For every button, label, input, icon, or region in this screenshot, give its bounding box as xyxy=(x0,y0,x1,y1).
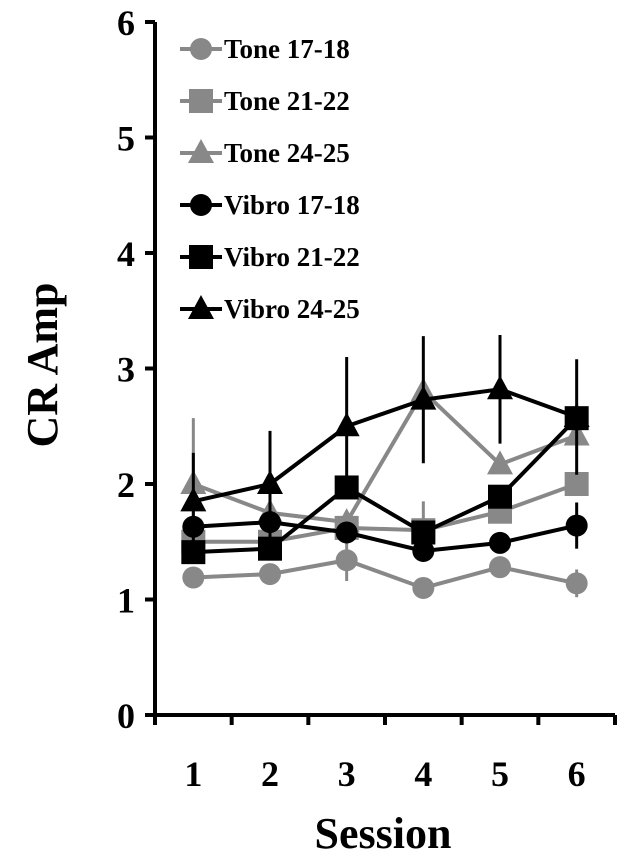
data-point xyxy=(259,563,281,586)
x-tick-label: 4 xyxy=(414,754,432,794)
series-line xyxy=(193,416,579,555)
data-point xyxy=(412,576,435,599)
y-tick-label: 1 xyxy=(117,581,135,621)
data-point xyxy=(411,520,436,545)
series-line xyxy=(192,387,578,504)
data-point xyxy=(564,472,589,496)
legend-marker xyxy=(188,139,214,163)
legend-item: Vibro 17-18 xyxy=(180,190,360,220)
data-point xyxy=(180,487,207,512)
y-tick-label: 4 xyxy=(117,234,135,274)
x-tick-label: 2 xyxy=(261,754,279,794)
data-point xyxy=(489,556,511,579)
x-tick-label: 1 xyxy=(184,754,202,794)
y-tick-label: 2 xyxy=(117,465,135,505)
legend-label: Tone 17-18 xyxy=(224,34,350,64)
legend-label: Tone 24-25 xyxy=(224,138,350,168)
series-vibro-17-18 xyxy=(182,502,588,562)
series-tone-17-18 xyxy=(182,539,588,599)
legend-marker xyxy=(190,194,212,216)
legend-label: Vibro 21-22 xyxy=(224,242,360,272)
x-tick-label: 6 xyxy=(568,754,586,794)
data-point xyxy=(258,536,282,561)
x-tick-label: 3 xyxy=(338,754,356,794)
data-point xyxy=(412,539,435,562)
y-tick-label: 3 xyxy=(117,350,135,390)
series-line xyxy=(192,388,578,525)
data-point xyxy=(333,412,360,437)
legend: Tone 17-18 Tone 21-22 Tone 24-25 Vibro 17-1… xyxy=(180,34,360,324)
y-tick-label: 6 xyxy=(117,3,135,43)
series-line xyxy=(193,558,578,591)
legend-marker xyxy=(190,38,212,60)
data-point xyxy=(489,531,511,554)
series-tone-21-22 xyxy=(181,472,589,560)
legend-item: Tone 21-22 xyxy=(180,86,350,116)
legend-item: Tone 24-25 xyxy=(180,138,350,168)
x-axis-title: Session xyxy=(315,809,452,858)
series-line xyxy=(193,482,578,544)
legend-marker xyxy=(189,245,213,269)
y-axis-title: CR Amp xyxy=(18,282,67,447)
axes: 0 1 2 3 4 5 6 1 2 3 4 5 6 xyxy=(117,3,617,794)
y-tick-label: 5 xyxy=(117,119,135,159)
legend-item: Tone 17-18 xyxy=(180,34,350,64)
series-vibro-24-25 xyxy=(180,335,590,550)
series-layer xyxy=(180,335,590,599)
legend-marker xyxy=(188,295,214,319)
data-point xyxy=(565,514,588,537)
data-point xyxy=(257,470,283,494)
data-point xyxy=(565,572,588,595)
data-point xyxy=(563,403,590,428)
y-tick-label: 0 xyxy=(117,696,135,736)
data-point xyxy=(487,450,513,475)
legend-label: Vibro 24-25 xyxy=(224,294,360,324)
x-tick-label: 5 xyxy=(491,754,509,794)
series-line xyxy=(193,520,578,554)
data-point xyxy=(182,566,205,589)
data-point xyxy=(335,521,358,544)
data-point xyxy=(487,375,513,400)
data-point xyxy=(410,385,437,410)
data-point xyxy=(335,549,358,572)
legend-label: Tone 21-22 xyxy=(224,86,350,116)
legend-item: Vibro 21-22 xyxy=(180,242,360,272)
legend-label: Vibro 17-18 xyxy=(224,190,360,220)
legend-marker xyxy=(189,89,213,113)
legend-item: Vibro 24-25 xyxy=(180,294,360,324)
data-point xyxy=(488,484,512,509)
